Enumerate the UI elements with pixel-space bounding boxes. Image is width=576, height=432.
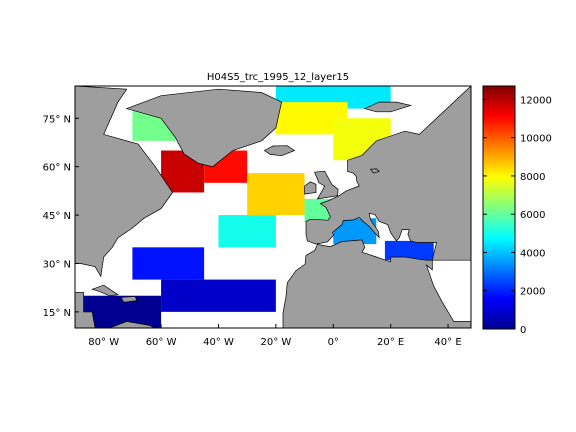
colorbar-tick-label: 6000 [520,210,545,221]
land-africa [282,239,471,328]
chart-title: H04S5_trc_1995_12_layer15 [207,72,349,83]
land-central-america [75,292,96,328]
land-europe-asia [305,86,471,261]
field-cell [247,173,305,216]
land-ireland [304,181,317,195]
land-svalbard [363,101,413,113]
colorbar: 0 2000 4000 6000 8000 10000 12000 [482,85,552,336]
x-tick-label: 40° E [434,337,461,348]
map-frame [74,85,472,329]
field-cell [218,215,276,248]
land-mask [75,86,471,328]
land-south-america [109,321,162,328]
land-cuba [91,284,119,297]
colorbar-tick-label: 12000 [520,95,552,106]
land-scandinavia-lake [369,168,380,174]
x-tick-label: 40° W [203,337,234,348]
map-plot-area: 80° W 60° W 40° W 20° W 0° 20° E 40° E 15° N 30… [43,85,472,348]
colorbar-tick-label: 10000 [520,134,552,145]
x-tick-label: 20° W [260,337,291,348]
x-tick-label: 80° W [88,337,119,348]
x-tick-label: 0° [328,337,339,348]
colorbar-tick-label: 8000 [520,172,545,183]
y-tick-label: 30° N [43,259,71,270]
colorbar-gradient [482,85,516,330]
land-hispaniola [120,296,138,303]
x-tick-label: 20° E [377,337,404,348]
colorbar-tick-label: 4000 [520,248,545,259]
land-greenland [125,88,283,168]
y-tick-label: 15° N [43,308,71,319]
field-cell [132,247,205,280]
colorbar-ticks: 0 2000 4000 6000 8000 10000 12000 [483,95,552,336]
x-axis-ticks: 80° W 60° W 40° W 20° W 0° 20° E 40° E [88,324,462,348]
y-tick-label: 60° N [43,163,71,174]
x-tick-label: 60° W [146,337,177,348]
y-tick-label: 75° N [43,114,71,125]
y-tick-label: 45° N [43,211,71,222]
land-great-britain [314,170,339,200]
colorbar-tick-label: 0 [520,325,526,336]
field-cell [384,240,434,261]
land-iceland [263,145,296,157]
colorbar-tick-label: 2000 [520,287,545,298]
field-cell [161,279,276,312]
y-axis-ticks: 15° N 30° N 45° N 60° N 75° N [43,114,79,319]
land-north-america [75,86,174,278]
